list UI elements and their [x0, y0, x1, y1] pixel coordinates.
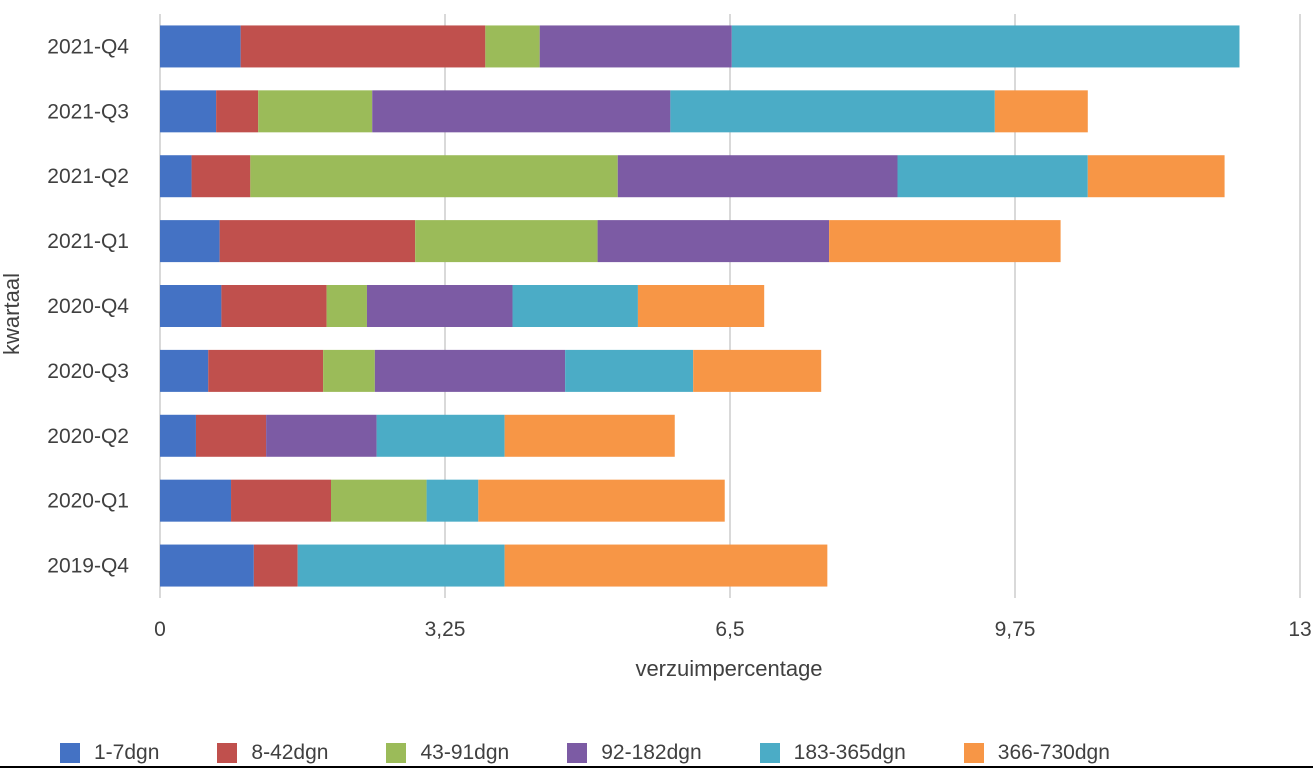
bar-segment — [160, 25, 241, 68]
x-tick-labels: 0 3,25 6,5 9,75 13 — [154, 618, 1312, 641]
legend-swatch — [60, 743, 80, 763]
y-tick-label: 2021-Q4 — [47, 35, 129, 58]
x-tick-label: 3,25 — [425, 618, 466, 641]
bar-segment — [219, 220, 416, 263]
bar-segment — [994, 90, 1088, 133]
bar-segment — [565, 349, 694, 392]
legend-label: 43-91dgn — [420, 741, 510, 764]
bar-segment — [160, 220, 220, 263]
bar-segment — [160, 155, 192, 198]
bar-segment — [231, 479, 331, 522]
bar-segment — [221, 285, 327, 327]
legend-swatch — [759, 743, 780, 763]
bar-segment — [160, 479, 232, 522]
bar-segment — [250, 155, 618, 198]
y-tick-label: 2020-Q3 — [47, 360, 129, 383]
y-tick-label: 2021-Q2 — [47, 165, 129, 188]
bar-segment — [331, 479, 427, 522]
x-tick-label: 13 — [1288, 618, 1311, 641]
x-tick-label: 0 — [154, 618, 166, 641]
bar-segment — [208, 349, 324, 392]
bar-segment — [191, 155, 251, 198]
bar-segment — [504, 414, 675, 457]
legend-item: 1-7dgn — [60, 741, 159, 765]
legend-item: 183-365dgn — [759, 741, 906, 765]
stacked-bar-chart: 2021-Q4 2021-Q3 2021-Q2 2021-Q1 2020-Q4 2020-… — [0, 14, 1312, 681]
bar-segment — [504, 544, 828, 587]
legend-label: 366-730dgn — [997, 741, 1110, 764]
legend-item: 8-42dgn — [217, 741, 328, 765]
bar-segment — [160, 544, 254, 587]
bar-segment — [195, 414, 267, 457]
legend-item: 92-182dgn — [567, 741, 702, 765]
y-axis-title: kwartaal — [0, 273, 24, 355]
bar-segment — [297, 544, 505, 587]
bar-segment — [617, 155, 898, 198]
bar-segment — [1087, 155, 1225, 198]
bar-segment — [160, 285, 222, 327]
y-tick-label: 2020-Q1 — [47, 490, 129, 513]
legend-label: 183-365dgn — [793, 741, 906, 764]
legend-swatch — [217, 743, 238, 763]
bar-segment — [326, 285, 367, 327]
legend-label: 1-7dgn — [94, 741, 160, 764]
x-axis-title: verzuimpercentage — [635, 656, 822, 681]
x-tick-label: 6,5 — [715, 618, 744, 641]
bar-segment — [597, 220, 830, 263]
legend-item: 366-730dgn — [963, 741, 1110, 765]
bar-segment — [731, 25, 1240, 68]
bar-segment — [240, 25, 486, 68]
bar-segment — [670, 90, 995, 133]
y-tick-label: 2019-Q4 — [47, 555, 129, 578]
y-tick-label: 2020-Q2 — [47, 425, 129, 448]
bar-segment — [366, 285, 513, 327]
bar-segment — [637, 285, 765, 327]
bar-segment — [693, 349, 822, 392]
y-tick-label: 2021-Q3 — [47, 100, 129, 123]
legend-item: 43-91dgn — [386, 741, 509, 765]
bar-segment — [372, 90, 671, 133]
legend-label: 8-42dgn — [251, 741, 329, 764]
legend: 1-7dgn 8-42dgn 43-91dgn 92-182dgn 183-365dgn… — [60, 738, 1168, 768]
bar-segment — [266, 414, 377, 457]
bar-segment — [253, 544, 298, 587]
bar-segment — [323, 349, 375, 392]
bar-segment — [216, 90, 259, 133]
bars — [160, 25, 1240, 587]
bar-segment — [376, 414, 505, 457]
bar-segment — [478, 479, 725, 522]
y-tick-label: 2021-Q1 — [47, 230, 129, 253]
bar-segment — [160, 349, 209, 392]
bar-segment — [258, 90, 373, 133]
y-tick-label: 2020-Q4 — [47, 295, 129, 318]
bar-segment — [415, 220, 598, 263]
bar-segment — [897, 155, 1088, 198]
bar-segment — [160, 90, 217, 133]
bar-segment — [512, 285, 638, 327]
bar-segment — [829, 220, 1061, 263]
legend-label: 92-182dgn — [601, 741, 702, 764]
legend-swatch — [567, 743, 588, 763]
bottom-rule — [0, 766, 1313, 768]
x-tick-label: 9,75 — [995, 618, 1036, 641]
legend-swatch — [963, 743, 984, 763]
bar-segment — [374, 349, 566, 392]
bar-segment — [160, 414, 196, 457]
bar-segment — [426, 479, 479, 522]
bar-segment — [485, 25, 540, 68]
y-tick-labels: 2021-Q4 2021-Q3 2021-Q2 2021-Q1 2020-Q4 2020-… — [47, 35, 129, 577]
legend-swatch — [386, 743, 407, 763]
bar-segment — [539, 25, 732, 68]
